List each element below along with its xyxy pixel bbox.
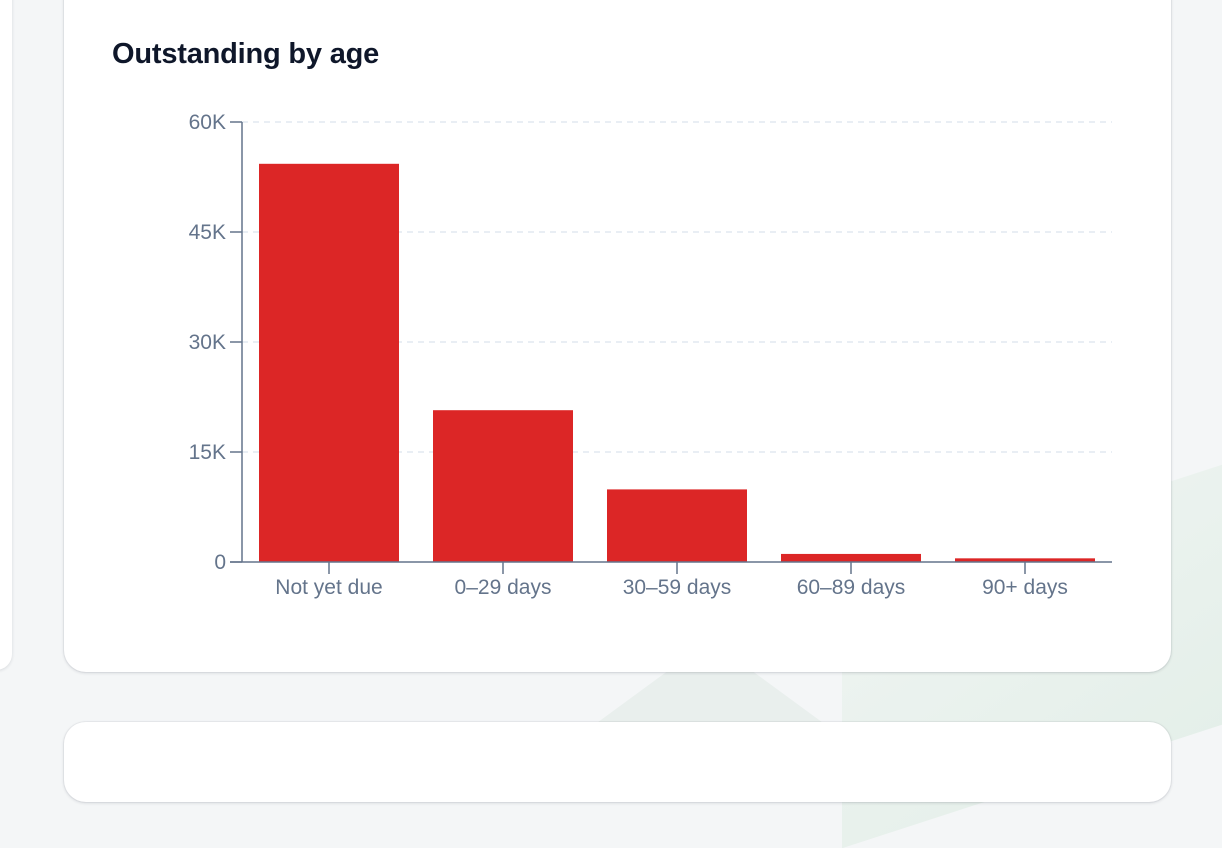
bar[interactable] — [955, 558, 1095, 562]
next-card — [64, 722, 1171, 802]
adjacent-card — [0, 0, 12, 670]
x-tick-label: 30–59 days — [623, 576, 732, 599]
axes: 0 15K 30K 45K 60K Not yet due 0–29 days 30–59 d… — [189, 111, 1112, 599]
bar[interactable] — [607, 489, 747, 562]
y-tick-label: 0 — [214, 551, 226, 574]
y-tick-label: 60K — [189, 111, 226, 134]
card-title: Outstanding by age — [112, 38, 380, 70]
x-tick-label: 0–29 days — [455, 576, 552, 599]
outstanding-by-age-card: Outstanding by age 0 15K 30K 45K 60K Not yet … — [64, 0, 1171, 672]
x-tick-label: Not yet due — [275, 576, 382, 599]
bar[interactable] — [259, 163, 399, 563]
bars — [259, 163, 1095, 563]
x-tick-label: 90+ days — [982, 576, 1068, 599]
y-tick-label: 15K — [189, 441, 226, 464]
x-tick-label: 60–89 days — [797, 576, 906, 599]
y-tick-label: 30K — [189, 331, 226, 354]
bar[interactable] — [433, 410, 573, 562]
y-tick-label: 45K — [189, 221, 226, 244]
bar-chart: 0 15K 30K 45K 60K Not yet due 0–29 days 30–59 d… — [189, 111, 1112, 599]
bar[interactable] — [781, 553, 921, 562]
